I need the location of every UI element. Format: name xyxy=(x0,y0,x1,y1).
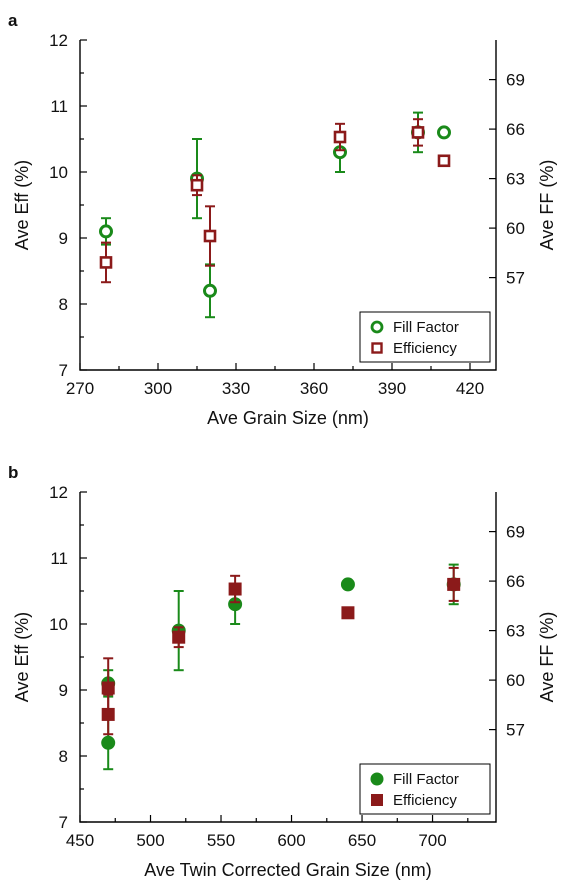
data-point xyxy=(101,681,115,695)
data-point xyxy=(203,283,217,298)
y2-tick-label: 60 xyxy=(506,219,525,238)
y-tick-label: 9 xyxy=(59,229,68,248)
y-tick-label: 12 xyxy=(49,31,68,50)
x-tick-label: 450 xyxy=(66,831,94,850)
series-efficiency xyxy=(99,118,451,284)
y2-tick-label: 66 xyxy=(506,120,525,139)
data-point xyxy=(341,606,355,620)
y-tick-label: 12 xyxy=(49,483,68,502)
y-tick-label: 10 xyxy=(49,615,68,634)
series-efficiency xyxy=(101,566,461,736)
legend-marker xyxy=(371,794,383,806)
y-axis-label: Ave Eff (%) xyxy=(12,612,32,702)
x-tick-label: 300 xyxy=(144,379,172,398)
x-tick-label: 650 xyxy=(348,831,376,850)
legend-marker xyxy=(370,320,384,334)
series-fill-factor xyxy=(101,563,461,771)
y2-tick-label: 66 xyxy=(506,572,525,591)
y-tick-label: 8 xyxy=(59,295,68,314)
x-tick-label: 330 xyxy=(222,379,250,398)
y2-tick-label: 63 xyxy=(506,170,525,189)
x-tick-label: 390 xyxy=(378,379,406,398)
panel-label: a xyxy=(8,11,18,30)
y2-tick-label: 69 xyxy=(506,71,525,90)
data-point xyxy=(228,582,242,596)
data-point xyxy=(203,229,217,243)
x-tick-label: 550 xyxy=(207,831,235,850)
data-point xyxy=(101,735,116,750)
data-point xyxy=(340,577,355,592)
panel-label: b xyxy=(8,463,18,482)
y2-tick-label: 57 xyxy=(506,721,525,740)
x-tick-label: 500 xyxy=(136,831,164,850)
y-tick-label: 7 xyxy=(59,361,68,380)
y-tick-label: 9 xyxy=(59,681,68,700)
legend-marker xyxy=(371,342,383,354)
legend-marker xyxy=(370,772,384,786)
x-tick-label: 420 xyxy=(456,379,484,398)
data-point xyxy=(437,125,451,140)
data-point xyxy=(99,224,113,239)
data-point xyxy=(99,256,113,269)
data-point xyxy=(190,178,204,192)
x-tick-label: 700 xyxy=(418,831,446,850)
x-axis-label: Ave Grain Size (nm) xyxy=(207,408,369,428)
x-tick-label: 270 xyxy=(66,379,94,398)
y-tick-label: 10 xyxy=(49,163,68,182)
y2-tick-label: 60 xyxy=(506,671,525,690)
y-tick-label: 7 xyxy=(59,813,68,832)
x-axis-label: Ave Twin Corrected Grain Size (nm) xyxy=(144,860,431,880)
data-point xyxy=(411,126,425,139)
x-tick-label: 360 xyxy=(300,379,328,398)
y-tick-label: 11 xyxy=(50,549,68,568)
legend-label: Fill Factor xyxy=(393,771,459,788)
legend: Fill Factor Efficiency xyxy=(359,763,491,815)
y2-tick-label: 63 xyxy=(506,622,525,641)
y2-tick-label: 69 xyxy=(506,523,525,542)
y2-axis-label: Ave FF (%) xyxy=(537,160,557,251)
legend-label: Fill Factor xyxy=(393,319,459,336)
data-point xyxy=(333,130,347,144)
y2-tick-label: 57 xyxy=(506,269,525,288)
series-fill-factor xyxy=(99,111,451,319)
y2-axis-label: Ave FF (%) xyxy=(537,612,557,703)
legend: Fill Factor Efficiency xyxy=(359,311,491,363)
data-point xyxy=(447,577,461,591)
panel-a: a 270 300 330 360 390 420 7 8 9 10 11 12 57 60 63 66 69 Av… xyxy=(8,11,557,428)
panel-b: b 450 500 550 600 650 700 7 8 9 10 11 12 57 60 63 66 69 Av… xyxy=(8,463,557,880)
y-tick-label: 11 xyxy=(50,97,68,116)
y-tick-label: 8 xyxy=(59,747,68,766)
legend-label: Efficiency xyxy=(393,792,457,809)
x-tick-label: 600 xyxy=(277,831,305,850)
data-point xyxy=(437,154,451,168)
legend-label: Efficiency xyxy=(393,340,457,357)
y-axis-label: Ave Eff (%) xyxy=(12,160,32,250)
data-point xyxy=(172,630,186,644)
